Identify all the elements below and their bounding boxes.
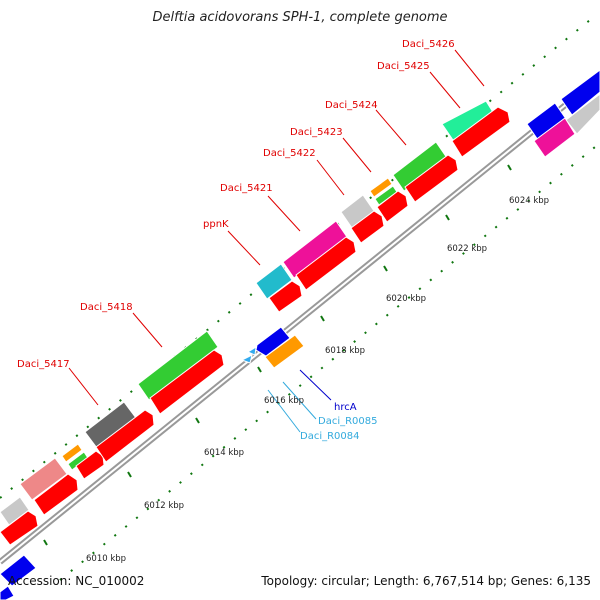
gene-arrow-red-9[interactable] bbox=[376, 190, 409, 223]
lower-left-genes bbox=[0, 554, 37, 600]
gene-block-blue-right-2[interactable] bbox=[560, 69, 600, 116]
gene-block-blue-left-2[interactable] bbox=[0, 585, 15, 600]
accession-label: Accession: NC_010002 bbox=[8, 574, 145, 588]
gene-block-pink-right[interactable] bbox=[533, 117, 576, 158]
gene-label[interactable]: Daci_5418 bbox=[80, 302, 133, 313]
major-tick bbox=[320, 315, 325, 322]
gene-label[interactable]: ppnK bbox=[203, 219, 229, 230]
gene-block-blue-left[interactable] bbox=[0, 554, 37, 587]
gene-block-lightgrey[interactable] bbox=[0, 496, 30, 526]
gene-label[interactable]: Daci_5423 bbox=[290, 127, 343, 138]
tick-label: 6014 kbp bbox=[204, 448, 244, 458]
gene-arrow-orange-inner[interactable] bbox=[264, 334, 305, 369]
tick-label: 6016 kbp bbox=[264, 396, 304, 406]
lower-strand-genes bbox=[0, 106, 511, 546]
major-tick bbox=[195, 417, 200, 424]
major-tick bbox=[507, 164, 512, 171]
rna-arrow-R0084[interactable] bbox=[240, 354, 253, 364]
gene-block-cyan[interactable] bbox=[255, 263, 293, 300]
gene-arrow-red-2[interactable] bbox=[33, 473, 79, 516]
major-tick bbox=[383, 265, 388, 272]
tick-labels: 6010 kbp 6012 kbp 6014 kbp 6016 kbp 6018 kbp… bbox=[86, 196, 549, 564]
gene-arrow-red-5[interactable] bbox=[149, 349, 225, 415]
gene-label[interactable]: Daci_5425 bbox=[377, 61, 430, 72]
gene-arrow-red-7[interactable] bbox=[295, 236, 357, 291]
gene-block-pink[interactable] bbox=[282, 220, 348, 279]
inner-strand-genes bbox=[240, 326, 305, 369]
major-tick bbox=[445, 214, 450, 221]
tick-track-inner bbox=[59, 142, 600, 581]
map-title: Delftia acidovorans SPH-1, complete geno… bbox=[152, 10, 448, 25]
major-tick bbox=[127, 471, 132, 478]
tick-track-major bbox=[43, 164, 512, 546]
rna-arrow-R0085[interactable] bbox=[246, 346, 257, 356]
genome-backbone bbox=[0, 74, 600, 565]
label-leaders bbox=[68, 49, 485, 433]
tick-label: 6022 kbp bbox=[447, 244, 487, 254]
gene-block-orange-small[interactable] bbox=[61, 443, 83, 463]
gene-block-lightgrey-right[interactable] bbox=[565, 93, 600, 135]
gene-arrow-red-10[interactable] bbox=[404, 154, 459, 203]
gene-label[interactable]: hrcA bbox=[334, 402, 357, 413]
gene-label[interactable]: Daci_5424 bbox=[325, 100, 378, 111]
gene-labels: Daci_5417 Daci_5418 ppnK Daci_5421 Daci_5422… bbox=[17, 39, 455, 442]
gene-label[interactable]: Daci_5426 bbox=[402, 39, 455, 50]
gene-arrow-red-4[interactable] bbox=[95, 409, 155, 463]
gene-arrow-red-8[interactable] bbox=[350, 210, 385, 244]
gene-block-green-large[interactable] bbox=[137, 330, 219, 401]
tick-label: 6020 kbp bbox=[386, 294, 426, 304]
gene-label[interactable]: Daci_5421 bbox=[220, 183, 273, 194]
gene-arrow-red-6[interactable] bbox=[268, 280, 303, 313]
gene-arrow-red-3[interactable] bbox=[75, 450, 105, 480]
major-tick bbox=[43, 539, 48, 546]
gene-block-salmon[interactable] bbox=[19, 457, 68, 501]
gene-label[interactable]: Daci_5417 bbox=[17, 359, 70, 370]
tick-label: 6010 kbp bbox=[86, 554, 126, 564]
tick-label: 6018 kbp bbox=[325, 346, 365, 356]
tick-label: 6012 kbp bbox=[144, 501, 184, 511]
gene-label[interactable]: Daci_5422 bbox=[263, 148, 316, 159]
gene-arrow-red-1[interactable] bbox=[0, 510, 39, 546]
gene-block-orange-mid[interactable] bbox=[369, 177, 393, 198]
gene-arrow-red-11[interactable] bbox=[451, 106, 511, 158]
major-tick bbox=[257, 366, 262, 373]
genome-summary: Topology: circular; Length: 6,767,514 bp… bbox=[261, 574, 591, 588]
gene-label[interactable]: Daci_R0085 bbox=[318, 416, 378, 427]
gene-label[interactable]: Daci_R0084 bbox=[300, 431, 360, 442]
tick-label: 6024 kbp bbox=[509, 196, 549, 206]
